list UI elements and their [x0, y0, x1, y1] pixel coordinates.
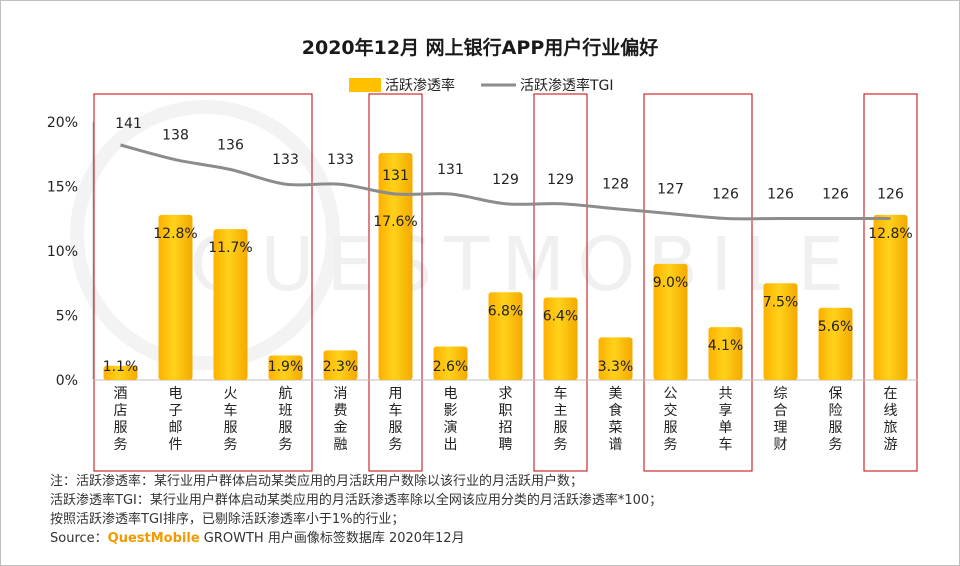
bar [488, 292, 523, 380]
bar-value-label: 11.7% [208, 240, 252, 256]
bar [158, 214, 193, 380]
bar [598, 337, 633, 380]
x-tick-label: 航班服务 [279, 386, 293, 453]
tgi-value-label: 138 [162, 128, 189, 144]
tgi-value-label: 133 [327, 152, 354, 168]
x-tick-label: 电子邮件 [169, 386, 183, 453]
x-tick-label: 保险服务 [829, 386, 843, 453]
x-tick-label: 火车服务 [224, 386, 238, 453]
bar-value-label: 1.9% [268, 359, 304, 375]
x-tick-label: 在线旅游 [884, 386, 898, 453]
highlight-box [533, 93, 588, 472]
chart-title: 2020年12月 网上银行APP用户行业偏好 [302, 36, 659, 59]
y-tick-label: 0% [56, 373, 78, 389]
bar-value-label: 7.5% [763, 294, 799, 310]
tgi-value-label: 136 [217, 138, 244, 154]
tgi-value-label: 126 [822, 187, 849, 203]
x-tick-label: 酒店服务 [114, 386, 128, 453]
tgi-line [120, 143, 891, 221]
tgi-value-label: 141 [115, 116, 142, 132]
bar-value-label: 3.3% [598, 359, 634, 375]
x-tick-label: 共享单车 [719, 386, 733, 453]
bar-value-label: 12.8% [153, 226, 197, 242]
bar [873, 214, 908, 380]
legend-bar-label: 活跃渗透率 [385, 77, 455, 94]
y-tick-label: 10% [47, 244, 78, 260]
y-tick-label: 5% [56, 309, 78, 325]
bar [378, 152, 413, 380]
bar [708, 327, 743, 380]
bar [433, 346, 468, 380]
bar-value-label: 6.8% [488, 303, 524, 319]
tgi-value-label: 126 [877, 187, 904, 203]
source-line: Source：QuestMobile GROWTH 用户画像标签数据库 2020… [50, 529, 662, 548]
bar [323, 350, 358, 380]
tgi-value-label: 126 [712, 187, 739, 203]
y-tick-label: 15% [47, 180, 78, 196]
highlight-box [863, 93, 918, 472]
x-tick-label: 车主服务 [554, 385, 568, 453]
tgi-value-label: 133 [272, 152, 299, 168]
bar-value-label: 4.1% [708, 338, 744, 354]
y-tick-label: 20% [47, 115, 78, 131]
source-text: GROWTH 用户画像标签数据库 2020年12月 [199, 531, 465, 546]
tgi-value-label: 128 [602, 177, 629, 193]
tgi-value-label: 131 [382, 168, 409, 184]
bar-value-label: 12.8% [868, 226, 912, 242]
chart-notes: 注：活跃渗透率：某行业用户群体启动某类应用的月活跃用户数除以该行业的月活跃用户数… [50, 472, 662, 548]
tgi-value-label: 126 [767, 187, 794, 203]
tgi-value-label: 127 [657, 182, 684, 198]
bar [103, 365, 138, 380]
note-line: 按照活跃渗透率TGI排序，已剔除活跃渗透率小于1%的行业； [50, 512, 405, 527]
bar-value-label: 2.6% [433, 359, 469, 375]
watermark-ring [70, 100, 340, 370]
note-line: 注：活跃渗透率：某行业用户群体启动某类应用的月活跃用户数除以该行业的月活跃用户数… [50, 474, 584, 489]
tgi-value-label: 129 [547, 172, 574, 188]
bar-value-label: 17.6% [373, 214, 417, 230]
highlight-box [93, 93, 313, 472]
legend-bar-swatch [349, 78, 381, 92]
bar-value-label: 9.0% [653, 275, 689, 291]
bar [268, 355, 303, 380]
highlight-box [643, 93, 753, 472]
x-tick-label: 求职招聘 [499, 386, 513, 453]
bar-value-label: 2.3% [323, 359, 359, 375]
tgi-value-label: 129 [492, 172, 519, 188]
legend-line-label: 活跃渗透率TGI [520, 77, 614, 94]
bar [653, 263, 688, 380]
note-line: 活跃渗透率TGI：某行业用户群体启动某类应用的月活跃渗透率除以全网该应用分类的月… [50, 493, 663, 508]
tgi-value-label: 131 [437, 162, 464, 178]
watermark-text: QUESTMOBILE [190, 222, 856, 308]
x-tick-label: 电影演出 [444, 386, 458, 453]
x-tick-label: 公交服务 [664, 386, 678, 453]
x-tick-label: 美食菜谱 [609, 386, 623, 453]
bar [543, 297, 578, 380]
source-brand: QuestMobile [107, 531, 200, 546]
highlight-box [368, 93, 423, 472]
x-tick-label: 用车服务 [389, 386, 403, 453]
bar-value-label: 1.1% [103, 359, 139, 375]
bar-value-label: 5.6% [818, 319, 854, 335]
bar [213, 229, 248, 380]
bar [763, 283, 798, 380]
x-tick-label: 消费金融 [334, 386, 348, 453]
bar [818, 307, 853, 380]
bar-value-label: 6.4% [543, 308, 579, 324]
source-label: Source： [50, 531, 108, 546]
x-tick-label: 综合理财 [774, 386, 788, 453]
